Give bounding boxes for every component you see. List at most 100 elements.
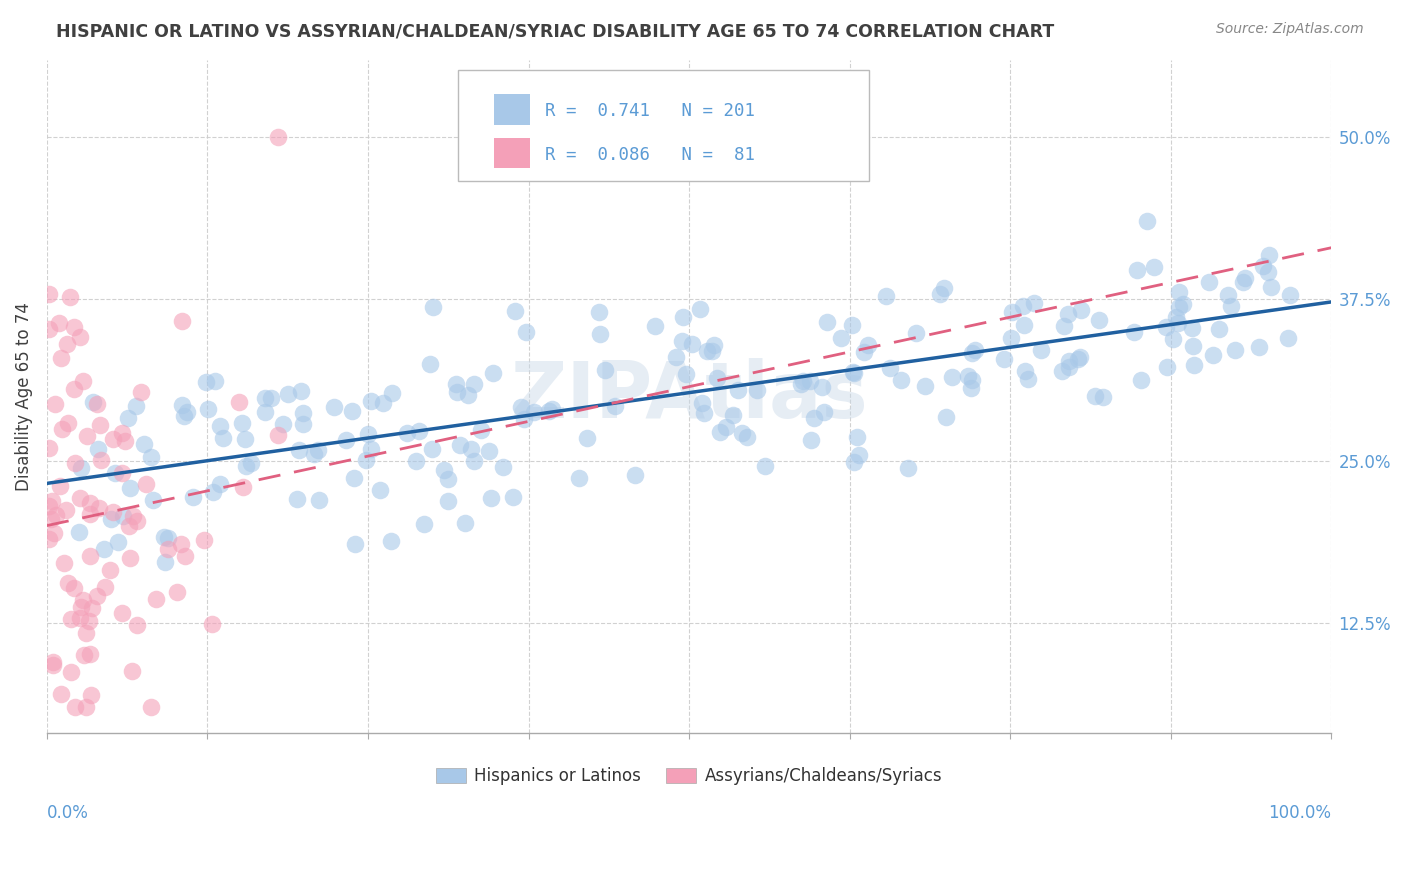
Point — [813, 405, 835, 419]
Point — [118, 481, 141, 495]
Point — [80, 601, 103, 615]
Point — [197, 401, 219, 416]
Point — [121, 508, 143, 523]
Point — [605, 399, 627, 413]
Point — [42, 656, 65, 670]
Point — [39, 512, 62, 526]
Point — [58, 416, 80, 430]
Point — [271, 417, 294, 431]
Point — [76, 428, 98, 442]
Text: R =  0.741   N = 201: R = 0.741 N = 201 — [546, 102, 755, 120]
Point — [830, 331, 852, 345]
Point — [457, 388, 479, 402]
Point — [307, 443, 329, 458]
Point — [1208, 322, 1230, 336]
Point — [134, 437, 156, 451]
Point — [156, 531, 179, 545]
Point — [842, 455, 865, 469]
Point — [1260, 280, 1282, 294]
Point — [815, 315, 838, 329]
Point — [1000, 331, 1022, 345]
Point — [55, 503, 77, 517]
Point — [70, 599, 93, 614]
Point — [48, 316, 70, 330]
Point — [1233, 271, 1256, 285]
Point — [51, 422, 73, 436]
Text: 100.0%: 100.0% — [1268, 804, 1331, 822]
Point — [965, 343, 987, 357]
Point — [624, 468, 647, 483]
Point — [170, 537, 193, 551]
Point — [568, 471, 591, 485]
Point — [253, 404, 276, 418]
Point — [69, 330, 91, 344]
Point — [117, 411, 139, 425]
Point — [1156, 360, 1178, 375]
Point — [420, 442, 443, 456]
Point — [1168, 285, 1191, 299]
Point — [799, 374, 821, 388]
Point — [232, 480, 254, 494]
Point — [253, 392, 276, 406]
Point — [510, 400, 533, 414]
Point — [145, 591, 167, 606]
Point — [343, 471, 366, 485]
Point — [1067, 352, 1090, 367]
Point — [103, 432, 125, 446]
Point — [371, 395, 394, 409]
Point — [63, 382, 86, 396]
Point — [129, 384, 152, 399]
Point — [65, 700, 87, 714]
Point — [304, 447, 326, 461]
Point — [714, 420, 737, 434]
Bar — [494, 95, 530, 125]
Point — [93, 541, 115, 556]
Point — [121, 664, 143, 678]
Point — [515, 326, 537, 340]
Point — [1167, 316, 1189, 330]
Point — [114, 434, 136, 448]
Point — [1024, 295, 1046, 310]
Point — [209, 477, 232, 491]
Point — [463, 454, 485, 468]
Point — [478, 444, 501, 458]
Point — [914, 379, 936, 393]
Point — [502, 491, 524, 505]
Point — [696, 343, 718, 358]
Point — [1070, 302, 1092, 317]
Point — [142, 492, 165, 507]
Point — [879, 361, 901, 376]
Point — [1126, 262, 1149, 277]
Point — [69, 611, 91, 625]
Point — [1088, 313, 1111, 327]
Point — [79, 647, 101, 661]
Point — [644, 318, 666, 333]
Point — [1057, 359, 1080, 374]
Point — [846, 430, 869, 444]
Point — [934, 281, 956, 295]
Point — [928, 287, 950, 301]
Point — [111, 508, 134, 523]
Point — [79, 496, 101, 510]
Point — [38, 287, 60, 301]
Point — [79, 549, 101, 563]
Point — [1249, 340, 1271, 354]
Point — [1277, 331, 1299, 345]
Point — [56, 337, 79, 351]
Point — [174, 549, 197, 564]
Point — [437, 472, 460, 486]
Point — [419, 357, 441, 371]
Point — [1225, 343, 1247, 358]
Point — [1012, 299, 1035, 313]
Point — [1181, 339, 1204, 353]
Point — [75, 625, 97, 640]
Point — [87, 500, 110, 515]
Point — [790, 377, 813, 392]
Point — [1057, 307, 1080, 321]
Point — [290, 384, 312, 398]
Point — [125, 514, 148, 528]
Point — [354, 453, 377, 467]
Point — [754, 458, 776, 473]
Text: R =  0.086   N =  81: R = 0.086 N = 81 — [546, 146, 755, 164]
Point — [408, 425, 430, 439]
